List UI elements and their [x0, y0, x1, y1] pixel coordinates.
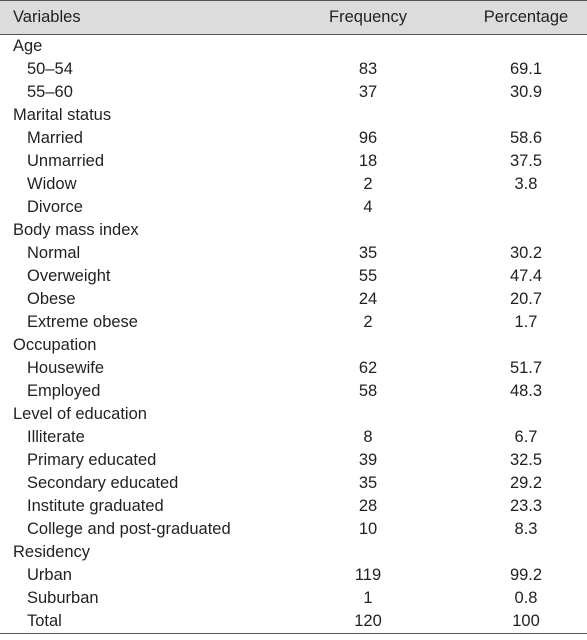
row-percentage: 29.2 — [509, 474, 543, 492]
header-percentage: Percentage — [483, 8, 569, 26]
row-label: 50–54 — [27, 60, 73, 78]
row-label: Married — [27, 129, 83, 147]
row-label: Marital status — [13, 106, 112, 124]
row-label: Primary educated — [27, 451, 157, 469]
row-frequency: 58 — [358, 382, 378, 400]
header-variables: Variables — [13, 8, 81, 26]
row-percentage: 47.4 — [509, 267, 543, 285]
row-label: Level of education — [13, 405, 147, 423]
row-percentage: 69.1 — [509, 60, 543, 78]
row-percentage: 99.2 — [509, 566, 543, 584]
row-label: Total — [27, 612, 62, 630]
table-row: Suburban 1 0.8 — [0, 587, 587, 610]
row-percentage: 30.9 — [509, 83, 543, 101]
group-row: Age — [0, 35, 587, 58]
row-percentage: 30.2 — [509, 244, 543, 262]
table-row: Illiterate 8 6.7 — [0, 426, 587, 449]
row-percentage: 1.7 — [514, 313, 538, 331]
group-row: Body mass index — [0, 219, 587, 242]
table-row: Normal 35 30.2 — [0, 242, 587, 265]
row-label: Secondary educated — [27, 474, 179, 492]
header-frequency: Frequency — [329, 8, 407, 26]
row-frequency: 35 — [358, 474, 378, 492]
row-label: Residency — [13, 543, 91, 561]
table-row: Secondary educated 35 29.2 — [0, 472, 587, 495]
row-label: Overweight — [27, 267, 111, 285]
row-frequency: 4 — [363, 198, 373, 216]
row-frequency: 39 — [358, 451, 378, 469]
row-frequency: 35 — [358, 244, 378, 262]
row-percentage: 37.5 — [509, 152, 543, 170]
row-percentage: 20.7 — [509, 290, 543, 308]
row-frequency: 120 — [354, 612, 382, 630]
row-frequency: 18 — [358, 152, 378, 170]
table-row: Employed 58 48.3 — [0, 380, 587, 403]
row-frequency: 28 — [358, 497, 378, 515]
row-percentage: 48.3 — [509, 382, 543, 400]
row-label: Widow — [27, 175, 77, 193]
row-frequency: 10 — [358, 520, 378, 538]
row-frequency: 8 — [363, 428, 373, 446]
row-percentage: 100 — [512, 612, 540, 630]
row-label: Urban — [27, 566, 72, 584]
table-row: Institute graduated 28 23.3 — [0, 495, 587, 518]
row-label: Obese — [27, 290, 76, 308]
table-row: Overweight 55 47.4 — [0, 265, 587, 288]
table-row: Widow 2 3.8 — [0, 173, 587, 196]
row-frequency: 96 — [358, 129, 378, 147]
table-row: Urban 119 99.2 — [0, 564, 587, 587]
group-row: Residency — [0, 541, 587, 564]
row-label: Employed — [27, 382, 101, 400]
table-row: Extreme obese 2 1.7 — [0, 311, 587, 334]
table-row: Married 96 58.6 — [0, 127, 587, 150]
table-row: Housewife 62 51.7 — [0, 357, 587, 380]
row-label: Illiterate — [27, 428, 85, 446]
row-label: Housewife — [27, 359, 105, 377]
row-percentage: 0.8 — [514, 589, 538, 607]
row-label: Age — [13, 37, 43, 55]
row-percentage: 58.6 — [509, 129, 543, 147]
row-label: Occupation — [13, 336, 97, 354]
table-row: 50–54 83 69.1 — [0, 58, 587, 81]
table-header: Variables Frequency Percentage — [0, 0, 587, 35]
table-row: Divorce 4 — [0, 196, 587, 219]
row-frequency: 62 — [358, 359, 378, 377]
table-row: 55–60 37 30.9 — [0, 81, 587, 104]
row-label: Extreme obese — [27, 313, 138, 331]
row-percentage: 32.5 — [509, 451, 543, 469]
row-percentage: 23.3 — [509, 497, 543, 515]
row-frequency: 2 — [363, 175, 373, 193]
row-frequency: 1 — [363, 589, 373, 607]
table-row: Obese 24 20.7 — [0, 288, 587, 311]
row-label: Unmarried — [27, 152, 105, 170]
row-frequency: 37 — [358, 83, 378, 101]
row-label: 55–60 — [27, 83, 73, 101]
group-row: Level of education — [0, 403, 587, 426]
table-row: Total 120 100 — [0, 610, 587, 633]
row-percentage: 51.7 — [509, 359, 543, 377]
table-body: Age 50–54 83 69.1 55–60 37 30.9 Marital status M… — [0, 35, 587, 634]
table-row: College and post-graduated 10 8.3 — [0, 518, 587, 541]
group-row: Marital status — [0, 104, 587, 127]
group-row: Occupation — [0, 334, 587, 357]
row-label: College and post-graduated — [27, 520, 231, 538]
row-frequency: 2 — [363, 313, 373, 331]
table-row: Primary educated 39 32.5 — [0, 449, 587, 472]
row-percentage: 8.3 — [514, 520, 538, 538]
row-percentage: 3.8 — [514, 175, 538, 193]
row-frequency: 55 — [358, 267, 378, 285]
row-label: Suburban — [27, 589, 99, 607]
row-label: Body mass index — [13, 221, 139, 239]
row-label: Divorce — [27, 198, 83, 216]
row-label: Normal — [27, 244, 81, 262]
row-frequency: 83 — [358, 60, 378, 78]
row-frequency: 24 — [358, 290, 378, 308]
table-row: Unmarried 18 37.5 — [0, 150, 587, 173]
row-frequency: 119 — [354, 566, 382, 584]
row-label: Institute graduated — [27, 497, 164, 515]
row-percentage: 6.7 — [514, 428, 538, 446]
